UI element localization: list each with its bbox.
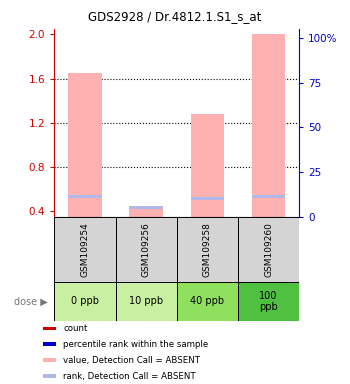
Bar: [252, 195, 286, 198]
Bar: [129, 209, 163, 256]
Text: percentile rank within the sample: percentile rank within the sample: [63, 340, 209, 349]
Text: dose ▶: dose ▶: [14, 296, 47, 306]
Text: value, Detection Call = ABSENT: value, Detection Call = ABSENT: [63, 356, 201, 365]
Bar: [54, 217, 116, 282]
Bar: [116, 217, 177, 282]
Text: GSM109256: GSM109256: [142, 222, 150, 277]
Bar: [190, 197, 224, 200]
Text: 100
ppb: 100 ppb: [259, 291, 278, 312]
Bar: [238, 217, 299, 282]
Bar: [238, 282, 299, 321]
Bar: [68, 73, 102, 256]
Text: GSM109254: GSM109254: [80, 222, 89, 277]
Text: GSM109260: GSM109260: [264, 222, 273, 277]
Bar: [43, 358, 56, 362]
Bar: [43, 343, 56, 346]
Bar: [116, 282, 177, 321]
Bar: [190, 114, 224, 256]
Text: GSM109258: GSM109258: [203, 222, 212, 277]
Text: count: count: [63, 324, 88, 333]
Bar: [54, 282, 116, 321]
Bar: [43, 374, 56, 378]
Bar: [177, 282, 238, 321]
Text: 10 ppb: 10 ppb: [129, 296, 163, 306]
Bar: [252, 34, 286, 256]
Bar: [68, 195, 102, 198]
Bar: [43, 327, 56, 331]
Text: GDS2928 / Dr.4812.1.S1_s_at: GDS2928 / Dr.4812.1.S1_s_at: [88, 10, 262, 23]
Text: rank, Detection Call = ABSENT: rank, Detection Call = ABSENT: [63, 372, 196, 381]
Text: 0 ppb: 0 ppb: [71, 296, 99, 306]
Text: 40 ppb: 40 ppb: [190, 296, 224, 306]
Bar: [177, 217, 238, 282]
Bar: [129, 206, 163, 209]
